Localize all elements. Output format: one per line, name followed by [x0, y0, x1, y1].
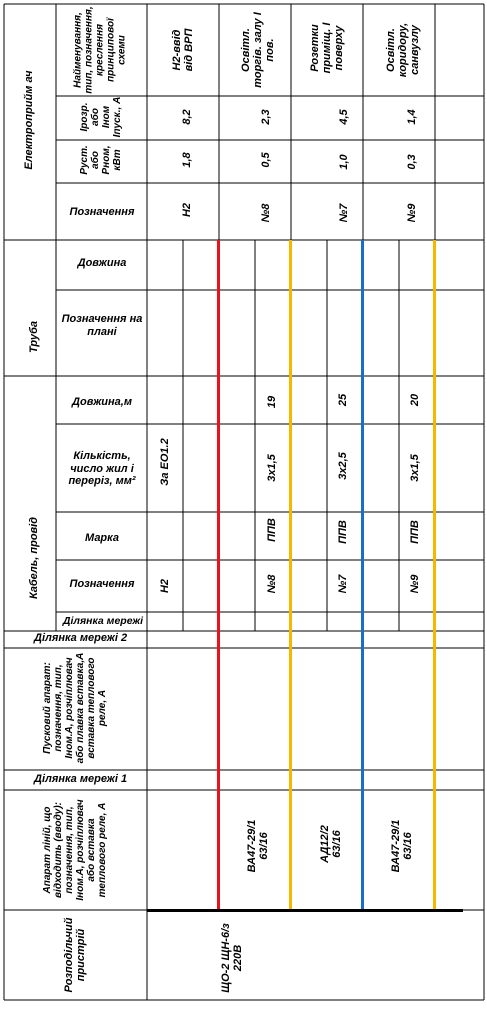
col-1-cable-designation: №8: [265, 574, 278, 594]
row-label-cable-brand: Марка: [85, 532, 119, 544]
col-0-current: 8,2: [180, 109, 193, 125]
col-3-designation: №9: [405, 203, 418, 223]
row-label-cable-count: Кількість, число жил і переріз, мм²: [68, 450, 136, 488]
row-label-pipe-plan: Позначення на плані: [61, 313, 143, 338]
col-3-cable-brand: ППВ: [408, 520, 421, 544]
section-network-2: Ділянка мережі 2: [34, 632, 128, 644]
distribution-device-label: ЩО-2 ЩН-6/з 220В: [219, 923, 244, 993]
row-label-designation: Позначення: [69, 206, 135, 218]
section-starter: Пусковий апарат: позначення, тип, Iном.А…: [42, 652, 108, 764]
row-label-network-section: Ділянка мережі: [62, 615, 144, 627]
row-label-cable-length: Довжина,м: [72, 396, 132, 408]
col-0-cable-designation: Н2: [158, 578, 171, 594]
col-1-cable-brand: ППВ: [265, 518, 278, 542]
section-receiver: Електроприйм ач: [22, 70, 35, 170]
col-1-current: 2,3: [259, 109, 272, 125]
row-label-cable-designation: Позначення: [69, 578, 135, 590]
col-1-name: Освітл. торгів. залу І пов.: [239, 12, 277, 88]
col-2-name: Розетки приміщ. І поверху: [308, 22, 346, 74]
col-3-cable-length: 20: [408, 393, 421, 407]
section-feeder: Апарат ліній, що відходить (вводу): позн…: [42, 799, 108, 901]
col-2-power: 1,0: [337, 154, 350, 170]
col-3-feeder: ВА47-29/1 63/16: [389, 819, 414, 873]
col-0-power: 1,8: [180, 152, 193, 168]
col-0-name: Н2-ввід від ВРП: [170, 28, 195, 72]
col-0-cable-count: За ЕО1.2: [158, 438, 171, 486]
busbar: [147, 909, 463, 912]
row-label-power: Руст. або Рном, кВт: [79, 145, 123, 175]
section-network-1: Ділянка мережі 1: [34, 773, 128, 785]
col-2-cable-length: 25: [336, 393, 349, 407]
input-line-red: [217, 240, 220, 912]
col-2-cable-brand: ППВ: [336, 520, 349, 544]
col-1-cable-count: 3х1,5: [265, 454, 278, 482]
col-2-feeder: АД12/2 63/16: [318, 825, 343, 863]
section-cable: Кабель, провід: [27, 516, 40, 600]
col-3-current: 1,4: [405, 109, 418, 125]
line-col-7: [361, 240, 364, 912]
row-label-name: Найменування, тип, позначення, креслення…: [72, 6, 128, 94]
section-distribution: Розподільчий пристрій: [62, 917, 87, 993]
col-2-cable-designation: №7: [336, 574, 349, 594]
col-2-current: 4,5: [337, 109, 350, 125]
line-col-8: [289, 240, 292, 912]
col-2-designation: №7: [337, 203, 350, 223]
col-0-designation: Н2: [180, 202, 193, 218]
line-col-9: [433, 240, 436, 912]
col-1-cable-length: 19: [265, 395, 278, 409]
col-1-power: 0,5: [259, 152, 272, 168]
col-3-cable-designation: №9: [408, 574, 421, 594]
section-pipe: Труба: [27, 320, 40, 354]
col-3-name: Освітл. коридору, санвузлу: [384, 22, 422, 78]
row-label-current: Iрозр. або Iном Iпуск., А: [79, 96, 123, 138]
col-3-cable-count: 3х1,5: [408, 454, 421, 482]
row-label-pipe-length: Довжина: [77, 257, 127, 269]
col-2-cable-count: 3х2,5: [336, 452, 349, 480]
col-3-power: 0,3: [405, 154, 418, 170]
col-1-designation: №8: [259, 203, 272, 223]
col-1-feeder: ВА47-29/1 63/16: [245, 819, 270, 873]
